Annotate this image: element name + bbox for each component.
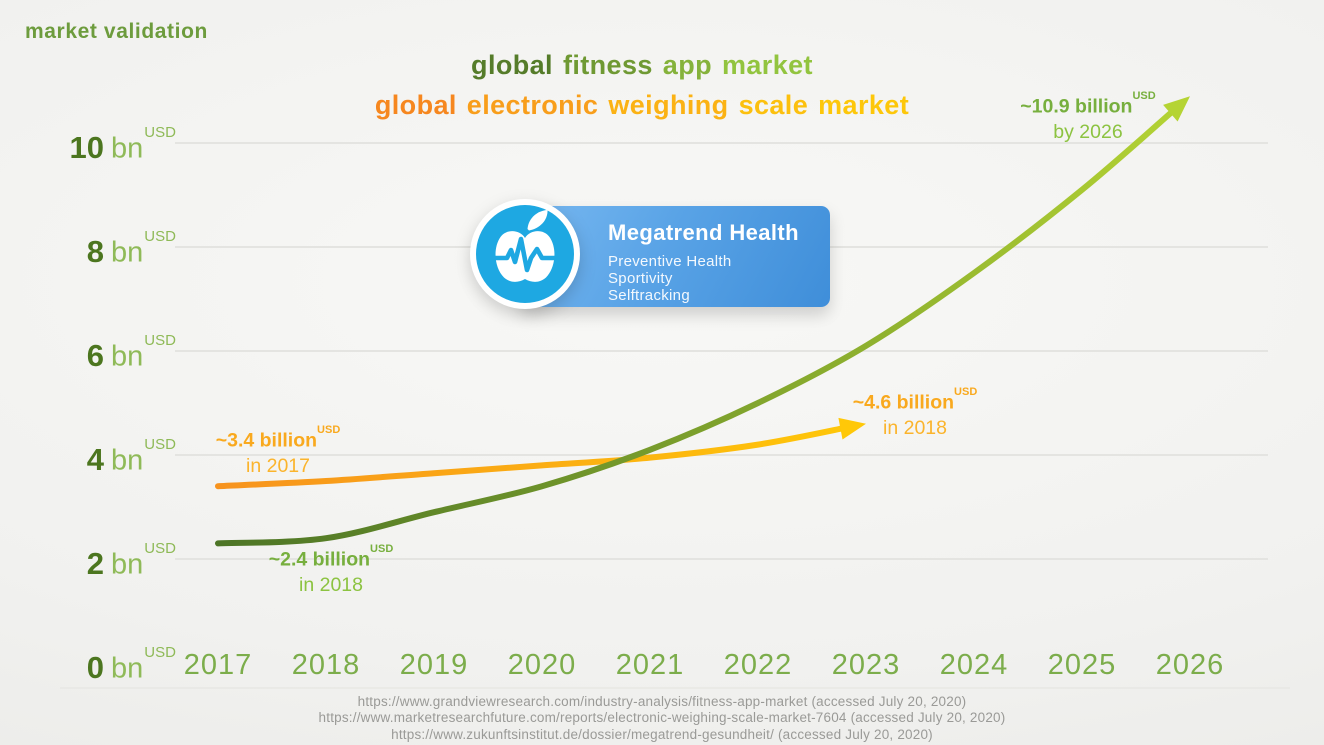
x-axis-label-2019: 2019: [399, 649, 469, 681]
source-link: https://www.marketresearchfuture.com/rep…: [318, 710, 1006, 726]
source-link: https://www.zukunftsinstitut.de/dossier/…: [391, 726, 933, 742]
annotation-fitness-2026: ~10.9 billionUSD by 2026: [1020, 90, 1156, 143]
y-axis-label-0: 0 bnUSD: [86, 644, 176, 685]
badge-title: Megatrend Health: [608, 220, 799, 245]
annotation-weighing-2017: ~3.4 billionUSD in 2017: [215, 424, 341, 477]
y-axis-label-2: 2 bnUSD: [86, 540, 176, 581]
title-word: app: [662, 50, 712, 80]
title-word: market: [721, 50, 813, 80]
x-axis-label-2023: 2023: [831, 649, 901, 681]
x-axis-label-2026: 2026: [1155, 649, 1225, 681]
title-word: scale: [738, 90, 809, 120]
annotation-weighing-2018: ~4.6 billionUSD in 2018: [852, 386, 978, 439]
title-word: weighing: [608, 90, 729, 120]
x-axis-label-2024: 2024: [939, 649, 1009, 681]
x-axis-label-2025: 2025: [1047, 649, 1117, 681]
megatrend-badge: Megatrend Health Preventive Health Sport…: [520, 206, 830, 307]
title-word: global: [374, 90, 457, 120]
y-axis-label-8: 8 bnUSD: [86, 228, 176, 269]
page-title: market validation: [25, 20, 208, 43]
x-axis-label-2021: 2021: [615, 649, 685, 681]
source-link: https://www.grandviewresearch.com/indust…: [357, 694, 967, 709]
x-axis-label-2018: 2018: [291, 649, 361, 681]
badge-item: Preventive Health: [608, 253, 732, 270]
x-axis-label-2020: 2020: [507, 649, 577, 681]
apple-heartbeat-icon: [469, 198, 581, 310]
x-axis-label-2022: 2022: [723, 649, 793, 681]
badge-item: Selftracking: [608, 287, 690, 304]
badge-item: Sportivity: [608, 270, 673, 287]
title-word: global: [471, 50, 553, 80]
annotation-fitness-2018: ~2.4 billionUSD in 2018: [268, 543, 394, 596]
title-word: electronic: [466, 90, 599, 120]
source-links: https://www.grandviewresearch.com/indust…: [0, 694, 1324, 743]
title-word: fitness: [562, 50, 653, 80]
y-axis-label-6: 6 bnUSD: [86, 332, 176, 373]
y-axis-label-4: 4 bnUSD: [86, 436, 176, 477]
title-word: market: [818, 90, 910, 120]
x-axis-label-2017: 2017: [183, 649, 253, 681]
chart-title-fitness-app: global fitness app market: [0, 50, 1284, 81]
y-axis-label-10: 10 bnUSD: [69, 124, 176, 165]
